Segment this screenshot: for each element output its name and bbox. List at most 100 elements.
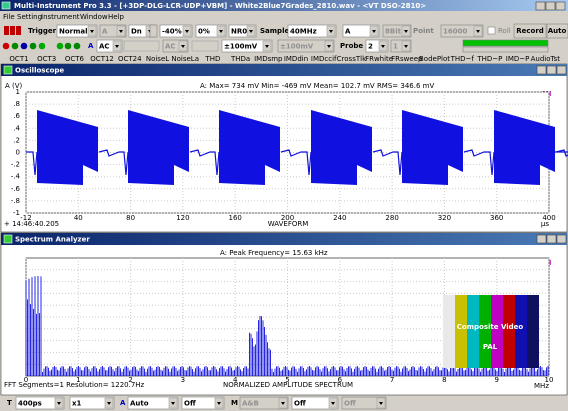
toolbar-icon: [4, 26, 9, 35]
combo-value[interactable]: NR0: [231, 28, 247, 36]
x-tick-label: 9: [494, 376, 498, 384]
combo-value[interactable]: ±100mV: [224, 43, 258, 51]
x-tick-label: 400: [542, 214, 555, 222]
x-tick-label: 200: [281, 214, 294, 222]
y-tick-label: -.6: [11, 185, 21, 193]
toolbar-icon: [64, 42, 72, 50]
spectrum-trace: [25, 276, 549, 376]
combo-arrow-icon: [381, 45, 385, 48]
combo-value[interactable]: AC: [99, 43, 110, 51]
function-button[interactable]: NoiseL: [146, 55, 169, 63]
color-bar: [515, 295, 527, 368]
function-button[interactable]: OCT24: [118, 55, 142, 63]
function-button[interactable]: THD~f: [450, 55, 475, 63]
function-button[interactable]: THDa: [230, 55, 250, 63]
combo-value[interactable]: Off: [184, 400, 196, 408]
close-button: [556, 234, 567, 244]
function-button[interactable]: OCT1: [9, 55, 28, 63]
function-button[interactable]: NoiseLa: [171, 55, 199, 63]
x-title: NORMALIZED AMPLITUDE SPECTRUM: [223, 381, 353, 389]
combo-value[interactable]: 8Bit: [385, 28, 402, 36]
function-button[interactable]: FRwhite: [365, 55, 393, 63]
combo-value[interactable]: 1: [393, 43, 398, 51]
waveform-burst: [402, 110, 463, 185]
function-button[interactable]: OCT6: [65, 55, 85, 63]
combo-arrow-icon: [115, 45, 119, 48]
sample-label: Sample: [260, 27, 289, 35]
combo-value[interactable]: 400ps: [18, 400, 42, 408]
y-axis-label: A (V): [5, 82, 23, 90]
stats: A: Max= 734 mV Min= -469 mV Mean= 102.7 …: [200, 82, 434, 90]
function-button[interactable]: IMDdin: [284, 55, 308, 63]
x-tick-label: 2: [128, 376, 132, 384]
function-button[interactable]: THD~P: [476, 55, 502, 63]
combo-value[interactable]: ±100mV: [280, 43, 314, 51]
x-tick-label: 240: [333, 214, 346, 222]
color-bar: [527, 295, 539, 368]
toolbar-icon: [38, 42, 46, 50]
function-button[interactable]: OCT12: [90, 55, 114, 63]
combo-arrow-icon: [107, 402, 111, 405]
function-button[interactable]: IMD~P: [506, 55, 530, 63]
combo-box: [127, 396, 179, 410]
combo-value[interactable]: 40MHz: [290, 28, 317, 36]
toolbar-icon: [123, 40, 160, 52]
function-button[interactable]: AudioTst: [531, 55, 561, 63]
combo-box: [341, 396, 387, 410]
combo-value[interactable]: A: [102, 28, 108, 36]
combo-value[interactable]: Off: [344, 400, 356, 408]
combo-value[interactable]: Auto: [130, 400, 149, 408]
function-button[interactable]: OCT3: [37, 55, 56, 63]
combo-value[interactable]: A&B: [242, 400, 259, 408]
menu-item[interactable]: Help: [108, 13, 125, 21]
roll-checkbox: [487, 26, 496, 35]
combo-arrow-icon: [217, 402, 221, 405]
max-button: [546, 234, 557, 244]
function-button[interactable]: CrossTlk: [337, 55, 367, 63]
function-button[interactable]: THD: [204, 55, 220, 63]
level-meter: [462, 39, 549, 47]
combo-value[interactable]: 16000: [443, 28, 467, 36]
x-tick-label: 3: [181, 376, 185, 384]
toolbar-icon: [29, 42, 37, 50]
combo-value[interactable]: x1: [72, 400, 82, 408]
waveform-burst: [37, 110, 98, 185]
color-bar: [503, 295, 515, 368]
combo-box: [69, 396, 115, 410]
function-button[interactable]: BodePlot: [419, 55, 450, 63]
x-tick-label: 160: [229, 214, 242, 222]
x-tick-label: 8: [442, 376, 446, 384]
combo-arrow-icon: [404, 30, 408, 33]
menu-item[interactable]: Window: [80, 13, 108, 21]
function-button[interactable]: FRsweep: [391, 55, 423, 63]
combo-arrow-icon: [219, 30, 223, 33]
roll-label[interactable]: Roll: [498, 27, 511, 35]
app-icon: [1, 1, 11, 10]
record-label[interactable]: Record: [516, 27, 544, 35]
y-tick-label: .4: [13, 124, 20, 132]
function-button[interactable]: IMDccif: [311, 55, 337, 63]
function-button[interactable]: IMDsmp: [254, 55, 283, 63]
menu-item[interactable]: File: [3, 13, 15, 21]
combo-value[interactable]: AC: [165, 43, 176, 51]
combo-box: [181, 396, 225, 410]
x-tick-label: 320: [438, 214, 451, 222]
combo-value[interactable]: 2: [368, 43, 373, 51]
combo-value[interactable]: Dn: [131, 28, 142, 36]
combo-box: [277, 39, 335, 53]
waveform-burst: [494, 110, 555, 185]
menu-item[interactable]: Instrument: [41, 13, 80, 21]
combo-value[interactable]: 0%: [198, 28, 210, 36]
combo-value[interactable]: Off: [294, 400, 306, 408]
window-title: Multi-Instrument Pro 3.3 - [+3DP-DLG-LCR…: [14, 2, 426, 10]
combo-arrow-icon: [476, 30, 480, 33]
combo-value[interactable]: A: [345, 28, 351, 36]
auto-label[interactable]: Auto: [548, 27, 567, 35]
combo-value[interactable]: Normal: [59, 28, 88, 36]
combo-value[interactable]: -40%: [162, 28, 182, 36]
menu-item[interactable]: Setting: [17, 13, 42, 21]
y-tick-label: -.2: [11, 161, 20, 169]
combo-arrow-icon: [327, 45, 331, 48]
panel-icon: [3, 234, 13, 244]
status-label: A: [120, 399, 126, 407]
